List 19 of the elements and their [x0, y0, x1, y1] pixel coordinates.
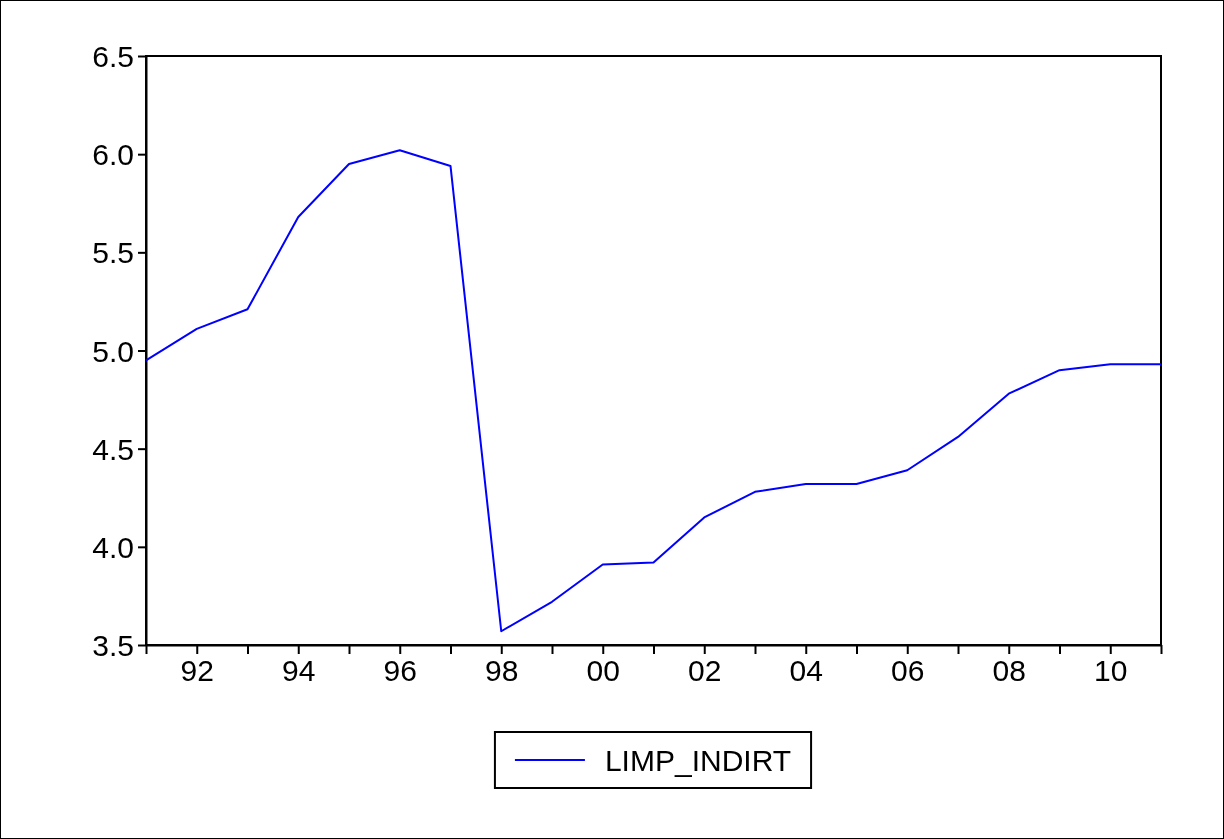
x-tick-label: 04 [789, 654, 823, 688]
y-tick-label: 6.5 [92, 40, 134, 73]
x-tick-label: 98 [485, 654, 519, 688]
x-tick-label: 92 [180, 654, 214, 688]
x-tick-label: 10 [1094, 654, 1128, 688]
x-tick-label: 96 [383, 654, 417, 688]
y-tick-label: 3.5 [92, 629, 134, 662]
y-tick-label: 6.0 [92, 138, 134, 172]
x-tick-label: 94 [282, 654, 316, 688]
y-tick-label: 4.5 [92, 432, 134, 466]
y-tick-label: 4.0 [92, 530, 134, 564]
y-tick-label: 5.0 [92, 334, 134, 368]
x-tick-label: 08 [992, 654, 1026, 688]
x-tick-label: 00 [586, 654, 620, 688]
x-tick-label: 02 [688, 654, 722, 688]
x-tick-label: 06 [891, 654, 925, 688]
y-tick-label: 5.5 [92, 236, 134, 270]
line-series [145, 149, 1162, 633]
legend-label: LIMP_INDIRT [604, 743, 792, 777]
